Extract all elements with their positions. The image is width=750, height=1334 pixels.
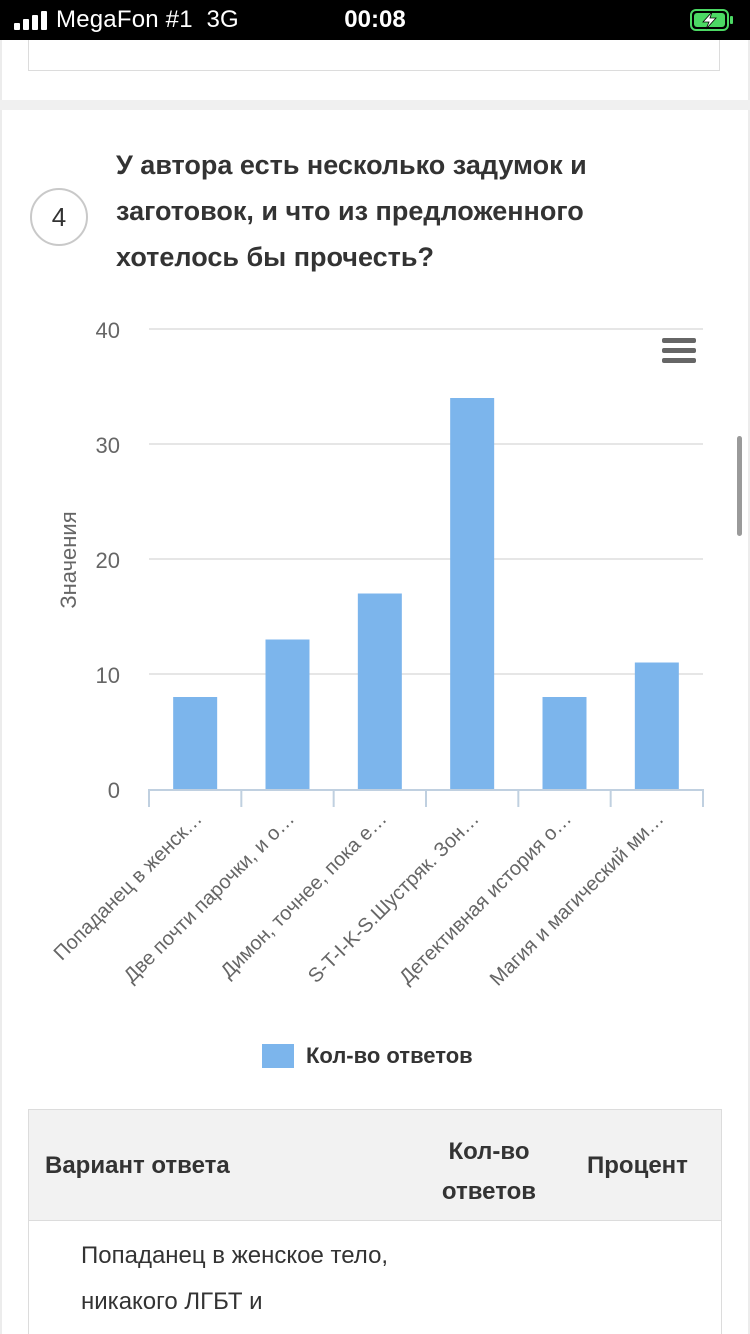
x-tick-label: S-T-I-K-S.Шустряк. Зон…: [304, 808, 484, 988]
chart-bar: [173, 697, 218, 789]
x-tick-label: Две почти парочки, и о…: [120, 808, 299, 987]
y-tick-label: 40: [96, 318, 120, 343]
x-tick-label: Детективная история о…: [395, 808, 576, 989]
chart-menu-icon[interactable]: [662, 338, 698, 368]
status-bar: MegaFon #1 3G 00:08: [0, 0, 750, 40]
y-tick-label: 0: [108, 778, 120, 803]
legend-label: Кол-во ответов: [306, 1043, 473, 1068]
legend-swatch: [262, 1044, 294, 1068]
y-axis-title: Значения: [56, 511, 81, 608]
chart-legend[interactable]: Кол-во ответов: [262, 1043, 473, 1069]
signal-icon: [14, 10, 48, 30]
page-border-right: [748, 40, 750, 1334]
x-tick-label: Магия и магический ми…: [486, 808, 668, 990]
table-row-answer: Попаданец в женское тело, никакого ЛГБТ …: [81, 1242, 389, 1315]
y-tick-label: 10: [96, 663, 120, 688]
section-divider: [0, 100, 750, 110]
chart-bar: [265, 639, 310, 789]
x-tick-label: Димон, точнее, пока е…: [217, 808, 392, 983]
question-number: 4: [51, 201, 67, 232]
chart-bar: [357, 593, 402, 789]
column-header-count: Кол-во ответов: [441, 1138, 537, 1205]
y-tick-label: 30: [96, 433, 120, 458]
question-title: У автора есть несколько задумок и загото…: [116, 150, 587, 272]
chart-bar: [450, 398, 495, 789]
question-number-badge: 4: [30, 188, 88, 246]
scrollbar[interactable]: [737, 436, 742, 536]
previous-question-card: [28, 40, 720, 71]
column-header-percent: Процент: [587, 1152, 688, 1179]
y-tick-label: 20: [96, 548, 120, 573]
clock: 00:08: [344, 6, 406, 33]
page-border-left: [0, 40, 2, 1334]
chart-bar: [634, 662, 679, 789]
x-tick-label: Попаданец в женск…: [50, 808, 207, 965]
results-table-body: Попаданец в женское тело, никакого ЛГБТ …: [28, 1221, 722, 1334]
column-header-answer: Вариант ответа: [45, 1152, 230, 1179]
results-table-header: Вариант ответа Кол-во ответов Процент: [28, 1109, 722, 1221]
chart-bar: [542, 697, 587, 789]
carrier-label: MegaFon #1 3G: [56, 6, 239, 33]
battery-charging-icon: [690, 9, 733, 31]
bar-chart: 0 10 20 30 40 Значения Попаданец в женск…Две п…: [50, 318, 704, 990]
